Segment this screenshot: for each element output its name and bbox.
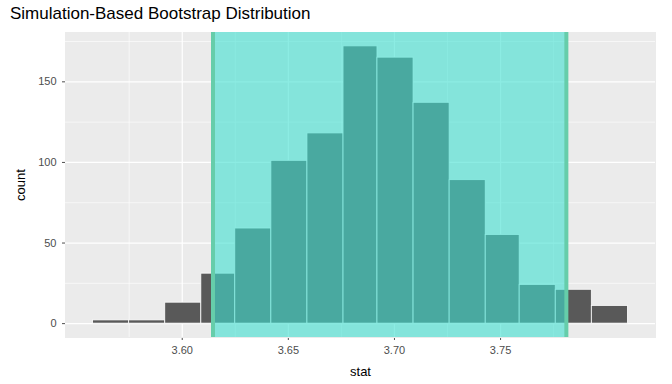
svg-text:3.65: 3.65 [278,344,299,356]
svg-text:stat: stat [350,364,371,379]
html-text:Simulation-Based Bootstrap Dis: Simulation-Based Bootstrap Distribution [10,4,311,23]
svg-text:0: 0 [50,317,56,329]
svg-text:100: 100 [38,156,56,168]
svg-text:count: count [13,169,28,201]
svg-text:50: 50 [44,237,56,249]
svg-text:3.60: 3.60 [172,344,193,356]
svg-text:150: 150 [38,75,56,87]
svg-text:3.70: 3.70 [384,344,405,356]
svg-text:3.75: 3.75 [490,344,511,356]
